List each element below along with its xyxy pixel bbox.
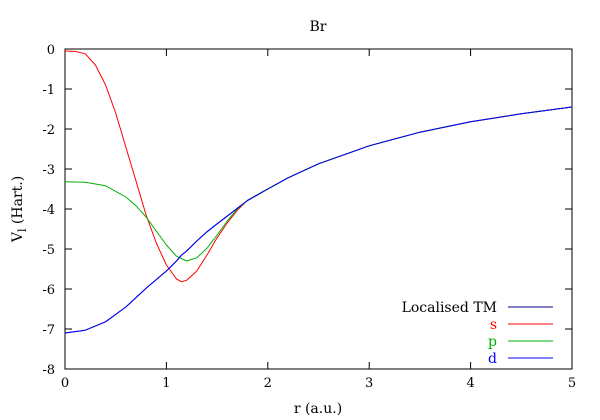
- y-axis-label-unit: (Hart.): [10, 176, 26, 229]
- y-axis-label-subscript: l: [16, 228, 29, 232]
- x-tick-label: 1: [162, 376, 170, 391]
- x-axis-label: r (a.u.): [294, 401, 342, 417]
- tick-labels: 0 1 2 3 4 5 0 -1 -2 -3 -4 -5 -6 -7 -8: [42, 43, 576, 391]
- y-tick-label: -6: [42, 283, 55, 298]
- x-tick-label: 4: [466, 376, 474, 391]
- legend-label-d: d: [488, 351, 497, 367]
- x-tick-label: 5: [568, 376, 576, 391]
- series-line-p: [64, 106, 573, 262]
- y-tick-label: 0: [47, 43, 55, 58]
- y-tick-label: -1: [42, 83, 55, 98]
- y-tick-label: -2: [42, 123, 55, 138]
- x-tick-label: 2: [264, 376, 272, 391]
- x-tick-label: 3: [365, 376, 373, 391]
- legend-label-s: s: [490, 317, 497, 333]
- y-axis-label: Vl (Hart.): [10, 176, 29, 243]
- chart-title: Br: [310, 19, 327, 35]
- y-tick-label: -3: [42, 163, 55, 178]
- series-line-s: [64, 50, 573, 283]
- y-axis-label-main: V: [10, 231, 26, 243]
- y-tick-label: -5: [42, 243, 55, 258]
- y-tick-label: -8: [42, 363, 55, 378]
- legend-label-p: p: [488, 334, 497, 350]
- tick-marks: [64, 48, 573, 370]
- y-tick-label: -7: [42, 323, 55, 338]
- y-tick-label: -4: [42, 203, 55, 218]
- series-lines: [64, 50, 573, 334]
- legend-label-localised-tm: Localised TM: [402, 300, 497, 316]
- series-line-d: [64, 106, 573, 334]
- x-tick-label: 0: [61, 376, 69, 391]
